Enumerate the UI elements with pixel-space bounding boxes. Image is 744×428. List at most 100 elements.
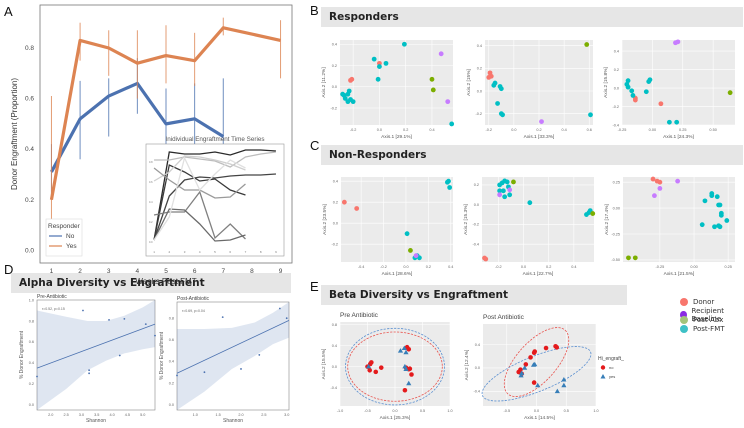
legend-swatch-postfmt — [680, 325, 688, 333]
x-axis-label: Axis.1 [28.6%] — [382, 271, 413, 277]
point-postabx — [584, 42, 590, 47]
x-tick-label: 3.0 — [79, 413, 84, 417]
x-tick-label: 0.5 — [564, 409, 569, 413]
data-point — [285, 317, 288, 320]
y-tick-label: 0.4 — [477, 44, 482, 48]
point-postfmt — [497, 188, 503, 194]
x-tick-label: -0.5 — [364, 409, 371, 413]
panel-label-a: A — [4, 4, 13, 19]
y-tick-label: 0.0 — [25, 247, 34, 254]
hi-engraft-legend-title: Hi_engraft_ — [598, 356, 624, 362]
x-axis-label: Axis.1 [24.3%] — [663, 134, 694, 140]
legend-item-donor: Donor — [680, 298, 714, 306]
y-tick-label: 0.4 — [614, 49, 619, 53]
point-donor — [483, 256, 489, 262]
inset-series-line — [153, 155, 246, 182]
point-postfmt — [340, 91, 346, 97]
inset-y-tick: 0.6 — [149, 181, 153, 184]
x-tick-label: -0.2 — [380, 265, 387, 269]
point-yes — [522, 365, 528, 370]
x-tick-label: 2.5 — [261, 413, 266, 417]
y-tick-label: -0.2 — [330, 106, 337, 110]
confidence-ellipse-yes — [481, 346, 592, 402]
inset-series-line — [154, 151, 277, 168]
data-point — [154, 334, 156, 337]
legend-label: Donor — [693, 298, 715, 306]
point-donor — [657, 179, 663, 185]
point-recipient — [652, 193, 657, 199]
x-tick-label: 4.0 — [109, 413, 114, 417]
data-point — [203, 371, 206, 374]
y-tick-label: 0.4 — [333, 179, 338, 183]
point-postabx — [626, 255, 631, 261]
y-tick-label: 0.4 — [29, 361, 34, 365]
x-tick-label: 0.50 — [709, 128, 716, 132]
point-postfmt — [491, 82, 497, 88]
point-donor — [632, 97, 638, 103]
point-postfmt — [346, 88, 352, 94]
point-yes — [366, 363, 372, 369]
y-tick-label: 0.0 — [475, 366, 480, 370]
point-yes — [397, 348, 404, 353]
y-tick-label: 0.2 — [25, 197, 34, 204]
y-tick-label: -0.2 — [331, 242, 338, 246]
inset-x-tick: 3 — [184, 250, 186, 254]
point-postfmt — [371, 56, 377, 62]
point-postfmt — [702, 198, 708, 204]
hi-engraft-legend-label: no — [609, 365, 614, 370]
x-axis-label: Shannon — [223, 418, 243, 424]
panel-label-e: E — [310, 279, 319, 294]
point-postfmt — [401, 41, 407, 47]
point-postfmt — [709, 193, 715, 199]
x-tick-label: 1.0 — [593, 409, 598, 413]
data-point — [118, 354, 121, 357]
point-postabx — [727, 90, 733, 96]
confidence-ellipse-no — [503, 327, 570, 397]
legend-swatch-recipient — [680, 311, 687, 319]
inset-x-tick: 8 — [260, 250, 262, 254]
x-tick-label: 6 — [193, 268, 197, 275]
point-postfmt — [625, 84, 631, 90]
y-tick-label: -0.4 — [473, 390, 480, 394]
legend-swatch-postabx — [680, 316, 688, 324]
point-recipient — [507, 187, 513, 193]
point-postfmt — [724, 218, 730, 223]
inset-series-line — [153, 173, 276, 241]
y-axis-label: Axis.2 [15.3%] — [463, 204, 469, 235]
legend-item-recipient: Recipient Baseline — [680, 307, 744, 323]
y-axis-label: % Donor Engraftment — [159, 331, 165, 380]
x-tick-label: -1.0 — [337, 409, 344, 413]
legend-item-postabx: Post-Abx — [680, 316, 723, 324]
data-point — [123, 317, 126, 320]
point-postabx — [590, 211, 596, 216]
x-tick-label: 0.4 — [429, 128, 434, 132]
legend-label: Recipient Baseline — [691, 307, 725, 323]
inset-y-tick: 0.4 — [149, 201, 153, 204]
x-tick-label: 5 — [164, 268, 168, 275]
point-yes — [554, 388, 560, 394]
point-postfmt — [527, 200, 533, 206]
x-tick-label: 2.5 — [63, 413, 68, 417]
point-postabx — [408, 248, 413, 253]
x-tick-label: 0.2 — [536, 128, 541, 132]
point-recipient — [445, 99, 451, 105]
x-axis-label: Axis.1 [22.7%] — [523, 271, 554, 277]
data-point — [176, 374, 178, 377]
inset-series-line — [153, 164, 246, 241]
point-yes — [518, 372, 524, 378]
point-postfmt — [643, 89, 649, 95]
y-tick-label: 0.2 — [29, 382, 34, 386]
plot-background — [623, 177, 735, 262]
x-tick-label: 3 — [107, 268, 111, 275]
x-tick-label: 0.6 — [587, 128, 592, 132]
y-tick-label: 0.8 — [29, 319, 34, 323]
data-point — [82, 309, 84, 312]
point-donor — [650, 176, 656, 182]
x-axis-label: Axis.1 [21.5%] — [664, 271, 695, 277]
legend-item-postfmt: Post-FMT — [680, 325, 725, 333]
x-tick-label: 4 — [136, 268, 140, 275]
data-point — [36, 375, 38, 378]
point-postfmt — [342, 96, 348, 101]
x-axis-label: Weeks Post FMT — [135, 277, 196, 286]
inset-series-line — [153, 208, 246, 242]
